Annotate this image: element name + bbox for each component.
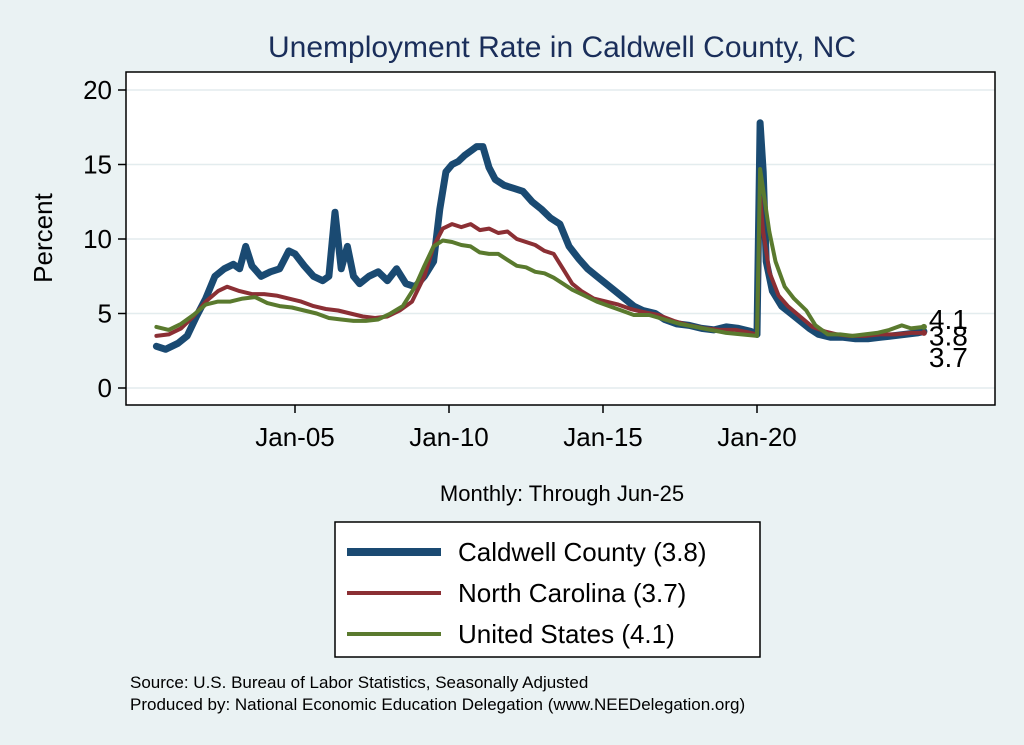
- end-label-caldwell: 3.8: [929, 320, 968, 351]
- y-tick-label-5: 5: [98, 299, 112, 329]
- x-tick-label-2010: Jan-10: [409, 422, 489, 452]
- legend-label-united-states: United States (4.1): [458, 619, 675, 649]
- source-note: Source: U.S. Bureau of Labor Statistics,…: [130, 673, 588, 692]
- y-tick-label-20: 20: [83, 75, 112, 105]
- y-tick-label-10: 10: [83, 224, 112, 254]
- y-axis-title: Percent: [28, 192, 58, 282]
- x-tick-label-2005: Jan-05: [255, 422, 335, 452]
- series-line-united-states: [154, 167, 926, 338]
- gridlines: [126, 89, 995, 389]
- series-end-marker-north-carolina: [920, 329, 927, 336]
- series-layer: [152, 119, 928, 353]
- chart-title: Unemployment Rate in Caldwell County, NC: [268, 31, 856, 64]
- axes: 0 5 10 15 20 Jan-05 Jan-10 Jan-15 Jan-20: [83, 75, 797, 452]
- x-axis-title: Monthly: Through Jun-25: [440, 481, 684, 506]
- x-tick-label-2015: Jan-15: [563, 422, 643, 452]
- legend: Caldwell County (3.8) North Carolina (3.…: [334, 521, 761, 658]
- x-tick-label-2020: Jan-20: [717, 422, 797, 452]
- legend-label-caldwell: Caldwell County (3.8): [458, 537, 707, 567]
- series-end-marker-united-states: [920, 323, 927, 330]
- y-tick-label-15: 15: [83, 150, 112, 180]
- end-label-united-states: 4.1: [929, 304, 968, 335]
- series-line-north-carolina: [154, 195, 926, 338]
- y-tick-label-0: 0: [98, 373, 112, 403]
- legend-label-north-carolina: North Carolina (3.7): [458, 578, 686, 608]
- end-labels: 4.13.83.7: [929, 304, 968, 373]
- producer-note: Produced by: National Economic Education…: [130, 695, 745, 714]
- end-label-north-carolina: 3.7: [929, 342, 968, 373]
